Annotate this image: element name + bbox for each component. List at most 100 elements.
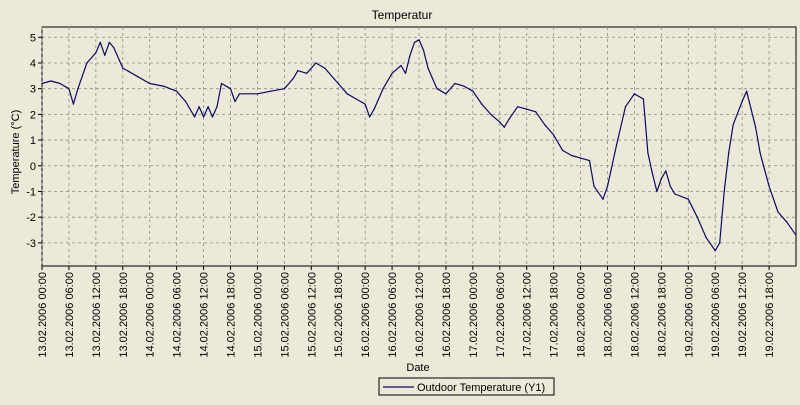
data-point bbox=[755, 126, 757, 128]
data-point bbox=[292, 77, 294, 79]
data-point bbox=[463, 85, 465, 87]
x-tick-label: 15.02.2006 18:00 bbox=[333, 272, 345, 358]
x-tick-label: 17.02.2006 18:00 bbox=[549, 272, 561, 358]
y-tick-label: 5 bbox=[30, 32, 36, 44]
data-point bbox=[346, 93, 348, 95]
data-point bbox=[427, 67, 429, 69]
data-point bbox=[382, 88, 384, 90]
data-point bbox=[517, 106, 519, 108]
data-point bbox=[404, 72, 407, 74]
x-tick-label: 16.02.2006 12:00 bbox=[414, 272, 426, 358]
data-point bbox=[162, 85, 164, 87]
data-point bbox=[355, 98, 357, 100]
data-point bbox=[50, 80, 52, 82]
data-point bbox=[409, 54, 411, 56]
data-point bbox=[481, 103, 483, 105]
data-point bbox=[624, 106, 627, 108]
legend: Outdoor Temperature (Y1) bbox=[378, 377, 555, 396]
data-point bbox=[786, 221, 788, 223]
data-point bbox=[499, 121, 501, 123]
data-point bbox=[194, 116, 196, 118]
data-point bbox=[535, 111, 537, 113]
data-point bbox=[436, 88, 438, 90]
data-point bbox=[216, 106, 218, 108]
data-point bbox=[229, 88, 232, 90]
data-point bbox=[544, 124, 546, 126]
data-point bbox=[454, 82, 456, 85]
data-point bbox=[108, 41, 110, 44]
x-tick-label: 16.02.2006 18:00 bbox=[441, 272, 453, 358]
data-point bbox=[198, 106, 200, 108]
data-point bbox=[588, 160, 591, 162]
data-point bbox=[72, 103, 74, 105]
data-point bbox=[185, 100, 187, 103]
x-tick-label: 15.02.2006 12:00 bbox=[306, 272, 318, 358]
x-tick-label: 14.02.2006 12:00 bbox=[199, 272, 211, 358]
data-point bbox=[149, 82, 151, 85]
data-point bbox=[369, 116, 371, 118]
data-point bbox=[95, 52, 97, 54]
data-point bbox=[562, 149, 564, 151]
x-tick-label: 19.02.2006 12:00 bbox=[737, 272, 749, 358]
data-point bbox=[77, 88, 79, 90]
data-point bbox=[256, 93, 258, 95]
data-point bbox=[59, 82, 61, 85]
data-point bbox=[593, 185, 595, 187]
data-point bbox=[642, 98, 645, 100]
data-point bbox=[283, 88, 285, 90]
data-point bbox=[656, 190, 658, 193]
plot-area bbox=[41, 26, 797, 267]
x-tick-label: 17.02.2006 00:00 bbox=[468, 272, 480, 358]
x-tick-label: 18.02.2006 00:00 bbox=[576, 272, 588, 358]
data-point bbox=[580, 157, 582, 159]
data-point bbox=[719, 242, 721, 244]
data-point bbox=[687, 198, 689, 200]
data-point bbox=[606, 185, 609, 187]
data-point bbox=[768, 185, 770, 187]
x-tick-label: 13.02.2006 12:00 bbox=[91, 272, 103, 358]
data-point bbox=[795, 234, 797, 236]
data-point bbox=[472, 90, 474, 92]
data-point bbox=[647, 152, 649, 154]
grid-lines bbox=[41, 27, 796, 266]
data-point bbox=[651, 172, 654, 175]
data-point bbox=[176, 90, 178, 92]
data-point bbox=[723, 190, 725, 193]
x-tick-label: 19.02.2006 06:00 bbox=[710, 272, 722, 358]
legend-label: Outdoor Temperature (Y1) bbox=[417, 382, 545, 394]
data-point bbox=[391, 72, 393, 74]
data-point bbox=[135, 75, 137, 77]
y-tick-label: 1 bbox=[30, 135, 36, 147]
data-point bbox=[615, 144, 618, 146]
data-point bbox=[503, 126, 505, 128]
data-point bbox=[207, 106, 209, 108]
y-tick-label: 0 bbox=[30, 161, 36, 173]
data-point bbox=[270, 90, 272, 92]
data-point bbox=[324, 67, 326, 69]
data-point bbox=[732, 124, 734, 126]
x-tick-label: 18.02.2006 12:00 bbox=[629, 272, 641, 358]
data-point bbox=[211, 116, 214, 118]
data-point bbox=[674, 193, 676, 195]
data-point bbox=[337, 82, 339, 85]
x-tick-label: 17.02.2006 06:00 bbox=[495, 272, 507, 358]
data-point bbox=[297, 70, 299, 72]
data-point bbox=[746, 90, 748, 92]
x-tick-label: 19.02.2006 18:00 bbox=[764, 272, 776, 358]
y-tick-label: -1 bbox=[26, 186, 36, 198]
x-axis-label: Date bbox=[406, 362, 429, 374]
data-point bbox=[86, 62, 88, 64]
data-point bbox=[508, 118, 510, 121]
data-point bbox=[660, 178, 663, 180]
x-tick-label: 18.02.2006 06:00 bbox=[603, 272, 615, 358]
data-point bbox=[418, 39, 420, 41]
data-point bbox=[714, 250, 716, 252]
x-tick-label: 13.02.2006 18:00 bbox=[118, 272, 130, 358]
y-tick-label: 3 bbox=[30, 84, 36, 96]
data-point bbox=[364, 103, 366, 105]
y-tick-label: -3 bbox=[26, 238, 36, 250]
y-tick-label: 4 bbox=[30, 58, 36, 70]
data-point bbox=[122, 67, 124, 69]
data-point bbox=[422, 49, 425, 51]
